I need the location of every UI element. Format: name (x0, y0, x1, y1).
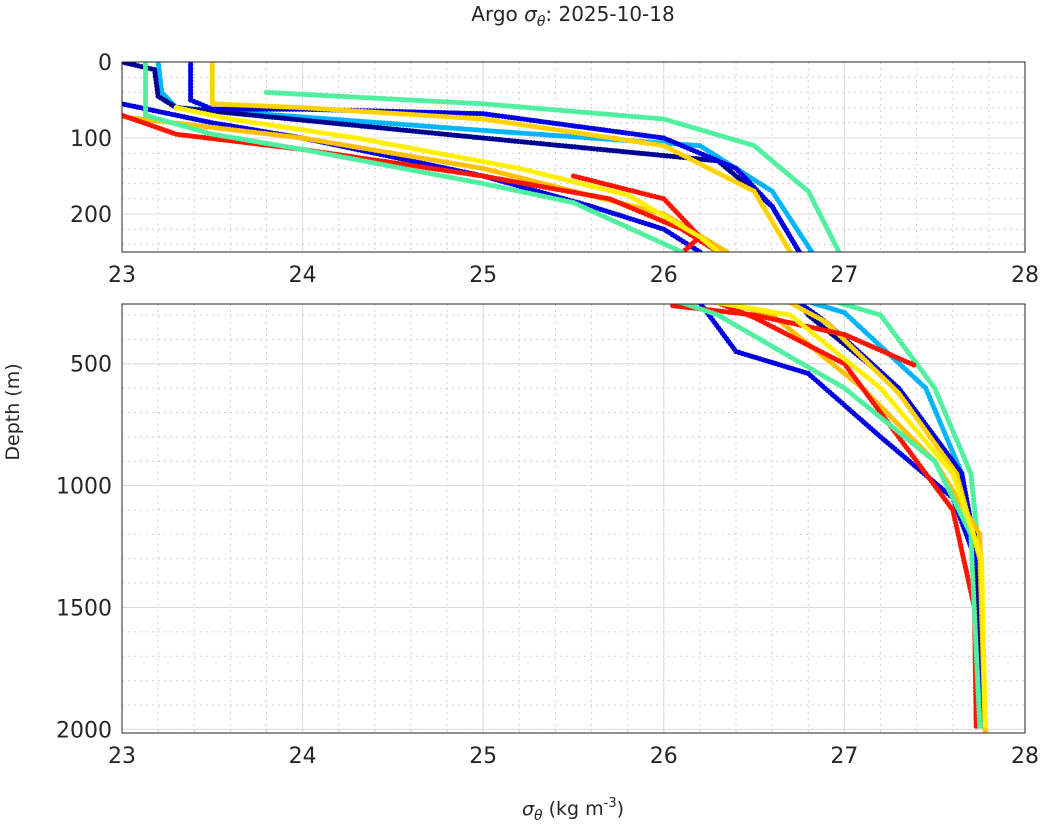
data-point (667, 298, 672, 303)
series-profile-6 (209, 62, 794, 257)
data-point (724, 249, 730, 252)
data-point (698, 253, 703, 258)
axes-box (121, 61, 1026, 253)
y-tick-label: 500 (70, 353, 112, 378)
data-point (709, 299, 714, 304)
data-point (796, 249, 802, 252)
data-point (809, 249, 815, 252)
data-point (719, 304, 722, 305)
data-point (679, 251, 681, 252)
data-point (715, 249, 721, 252)
data-point (711, 304, 713, 305)
data-point (785, 299, 790, 304)
x-tick-label: 23 (108, 744, 136, 769)
data-point (911, 362, 917, 368)
lower-panel: 23 24 25 26 27 28 500 1000 1500 2000 (56, 298, 1039, 769)
plot-area (122, 62, 1025, 252)
x-axis-label: σθ (kg m-3) (522, 796, 624, 824)
data-point (719, 251, 721, 252)
data-point (794, 299, 799, 304)
y-tick-label: 100 (70, 127, 112, 152)
data-point (712, 298, 717, 303)
series-profile-1 (263, 89, 843, 252)
x-tick-label: 23 (108, 263, 136, 288)
data-point (685, 298, 690, 303)
data-point (715, 298, 720, 303)
data-point (787, 249, 793, 252)
data-point (721, 252, 726, 257)
data-point (797, 253, 802, 258)
data-point (977, 723, 983, 729)
x-tick-label: 24 (289, 263, 317, 288)
data-point (982, 723, 988, 729)
data-point (706, 298, 711, 303)
series-profile-10 (142, 62, 686, 252)
upper-panel: 23 24 25 26 27 28 0 100 200 (70, 51, 1039, 288)
y-axis-label: Depth (m) (2, 363, 24, 460)
x-tick-label: 28 (1011, 744, 1039, 769)
plot-area (122, 304, 1025, 733)
axes-box (121, 303, 1026, 734)
data-point (798, 252, 803, 257)
x-tick-label: 26 (650, 263, 678, 288)
data-point (697, 249, 703, 252)
data-point (982, 728, 988, 733)
y-tick-label: 0 (98, 51, 112, 76)
chart-title: Argo σθ: 2025-10-18 (471, 2, 674, 30)
data-point (683, 251, 686, 252)
data-point (688, 298, 693, 303)
data-point (789, 252, 794, 257)
y-tick-label: 2000 (56, 718, 112, 743)
data-point (679, 249, 685, 252)
data-point (706, 298, 711, 303)
series-profile-9 (570, 173, 703, 252)
series-profile-11 (706, 298, 988, 729)
x-tick-label: 25 (469, 744, 497, 769)
series-profile-11 (173, 105, 726, 257)
data-point (688, 298, 693, 303)
y-tick-label: 200 (70, 203, 112, 228)
data-point (685, 299, 690, 304)
data-points (663, 298, 988, 733)
data-point (670, 299, 675, 304)
data-point (836, 249, 842, 252)
data-point (692, 304, 695, 305)
x-tick-label: 28 (1011, 263, 1039, 288)
data-points (122, 62, 843, 258)
data-point (703, 298, 708, 303)
x-tick-label: 27 (830, 263, 858, 288)
data-point (834, 298, 839, 303)
x-tick-label: 24 (289, 744, 317, 769)
x-tick-label: 26 (650, 744, 678, 769)
y-tick-label: 1000 (56, 475, 112, 500)
data-point (794, 299, 799, 304)
y-tick-label: 1500 (56, 596, 112, 621)
x-tick-label: 27 (830, 744, 858, 769)
data-point (807, 299, 812, 304)
data-point (663, 298, 668, 303)
x-tick-label: 25 (469, 263, 497, 288)
series-profile-10 (663, 298, 983, 729)
